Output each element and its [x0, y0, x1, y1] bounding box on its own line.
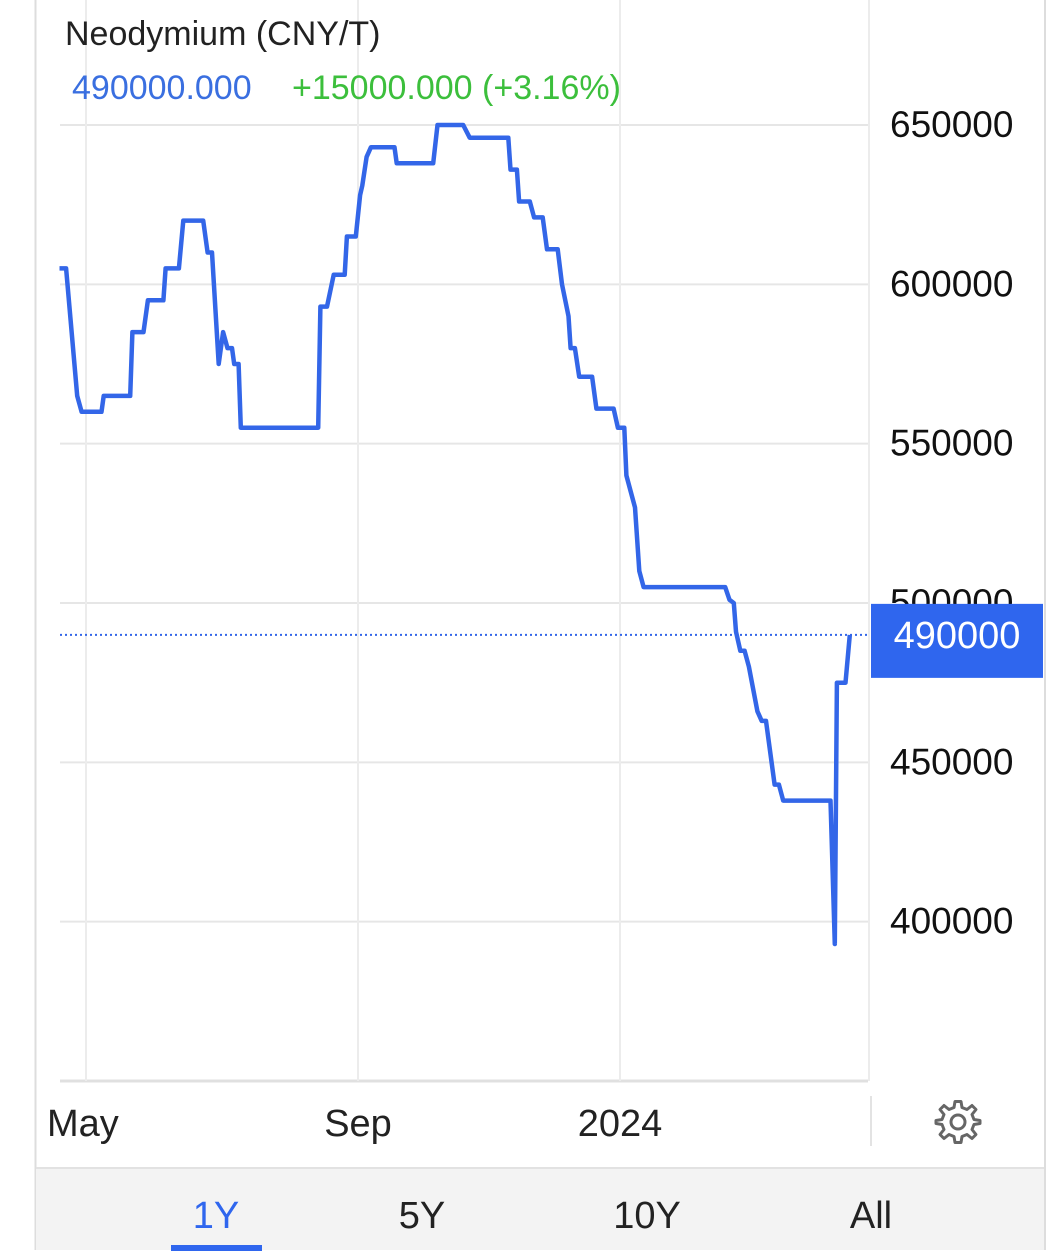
- y-tick-label: 450000: [890, 741, 1013, 782]
- tab-5y[interactable]: 5Y: [399, 1195, 445, 1237]
- y-tick-label: 600000: [890, 263, 1013, 304]
- tab-1y[interactable]: 1Y: [171, 1195, 262, 1251]
- x-tick-label: May: [47, 1103, 119, 1145]
- range-tab-bar: [36, 1168, 1044, 1250]
- series-line[interactable]: [59, 122, 853, 947]
- tab-label: 1Y: [193, 1195, 239, 1237]
- chart-title: Neodymium (CNY/T): [65, 15, 380, 53]
- y-tick-label: 550000: [890, 423, 1013, 464]
- current-price: 490000.000: [72, 69, 252, 107]
- gear-icon[interactable]: [934, 1100, 982, 1144]
- tab-label: 10Y: [613, 1195, 681, 1237]
- tab-10y[interactable]: 10Y: [613, 1195, 681, 1237]
- tab-label: 5Y: [399, 1195, 445, 1237]
- current-value-label: 490000: [894, 615, 1021, 657]
- grid: [60, 0, 870, 1083]
- y-tick-label: 400000: [890, 901, 1013, 942]
- tab-all[interactable]: All: [850, 1195, 892, 1237]
- x-axis: May Sep 2024: [47, 1103, 662, 1145]
- tab-label: All: [850, 1195, 892, 1237]
- x-tick-label: Sep: [324, 1103, 392, 1145]
- active-tab-indicator: [171, 1245, 262, 1251]
- y-tick-label: 650000: [890, 104, 1013, 145]
- price-change: +15000.000 (+3.16%): [292, 69, 621, 107]
- current-value-badge: [871, 603, 1043, 678]
- x-tick-label: 2024: [578, 1103, 663, 1145]
